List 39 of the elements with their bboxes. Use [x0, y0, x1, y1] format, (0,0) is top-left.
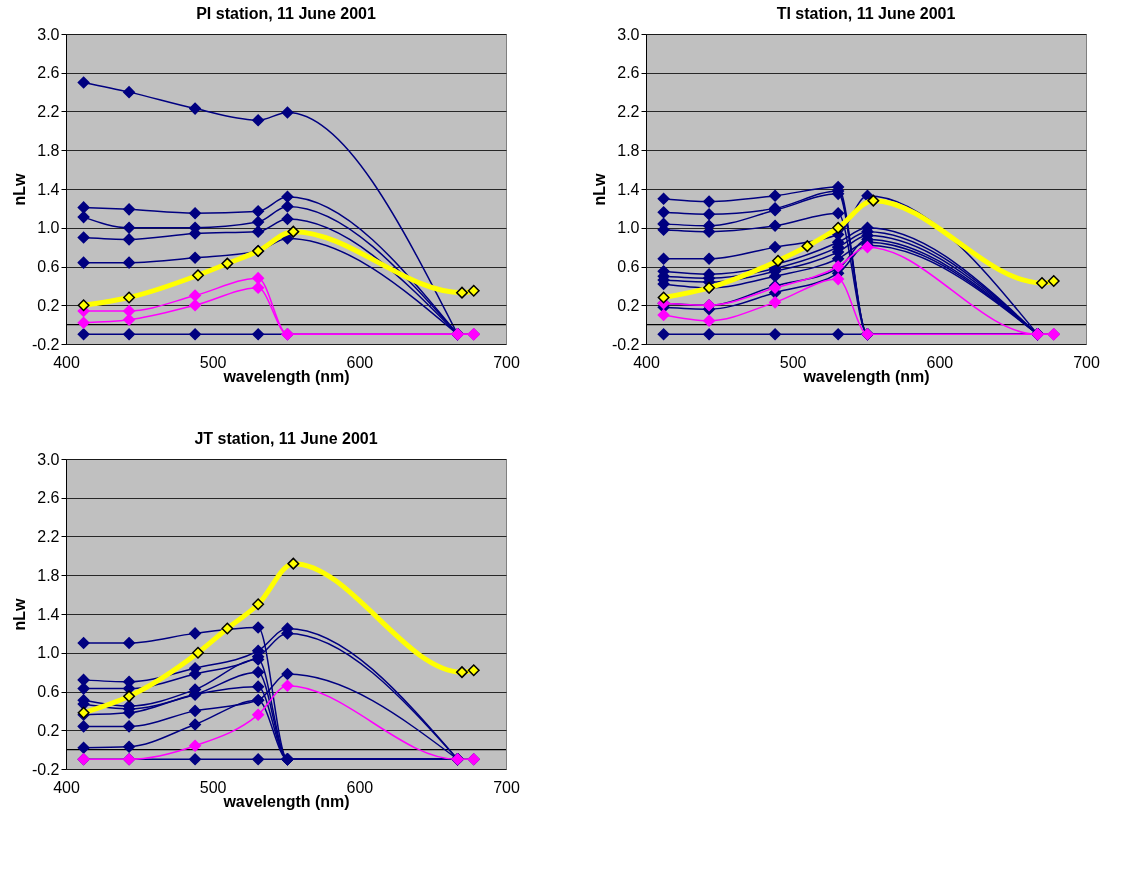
y-tick-label: 1.4	[37, 605, 60, 623]
chart-title: PI station, 11 June 2001	[196, 5, 376, 22]
y-tick-label: 0.2	[617, 296, 640, 314]
y-tick-label: 1.8	[37, 141, 60, 159]
y-tick-label: 2.2	[37, 103, 60, 120]
y-tick-label: -0.2	[31, 760, 60, 778]
y-tick-label: 0.2	[37, 721, 60, 739]
y-tick-label: 2.6	[37, 489, 60, 507]
y-tick-label: 0.2	[37, 296, 60, 314]
y-tick-label: 3.0	[617, 25, 640, 43]
y-tick-label: 2.2	[37, 528, 60, 545]
x-tick-label: 700	[1073, 353, 1100, 371]
y-tick-label: 2.2	[617, 103, 640, 120]
y-tick-label: 1.8	[617, 141, 640, 159]
y-tick-label: 0.6	[617, 258, 640, 275]
y-axis-title: nLw	[10, 597, 28, 631]
y-tick-label: 2.6	[617, 64, 640, 82]
y-tick-label: 1.0	[37, 219, 60, 237]
y-tick-label: 3.0	[37, 450, 60, 468]
y-tick-label: 1.4	[37, 180, 60, 198]
chart-title: JT station, 11 June 2001	[194, 430, 378, 447]
y-tick-label: -0.2	[31, 335, 60, 353]
y-tick-label: 1.4	[617, 180, 640, 198]
y-tick-label: -0.2	[611, 335, 640, 353]
y-tick-label: 3.0	[37, 25, 60, 43]
y-tick-label: 0.6	[37, 683, 60, 700]
y-tick-label: 1.0	[37, 644, 60, 662]
y-axis-title: nLw	[590, 172, 608, 206]
y-axis-title: nLw	[10, 172, 28, 206]
x-tick-label: 400	[633, 353, 660, 371]
y-tick-label: 2.6	[37, 64, 60, 82]
y-tick-label: 1.8	[37, 566, 60, 584]
y-tick-label: 0.6	[37, 258, 60, 275]
x-tick-label: 700	[493, 353, 520, 371]
x-tick-label: 700	[493, 778, 520, 796]
x-tick-label: 400	[53, 778, 80, 796]
y-tick-label: 1.0	[617, 219, 640, 237]
chart-title: TI station, 11 June 2001	[776, 5, 956, 22]
x-tick-label: 400	[53, 353, 80, 371]
